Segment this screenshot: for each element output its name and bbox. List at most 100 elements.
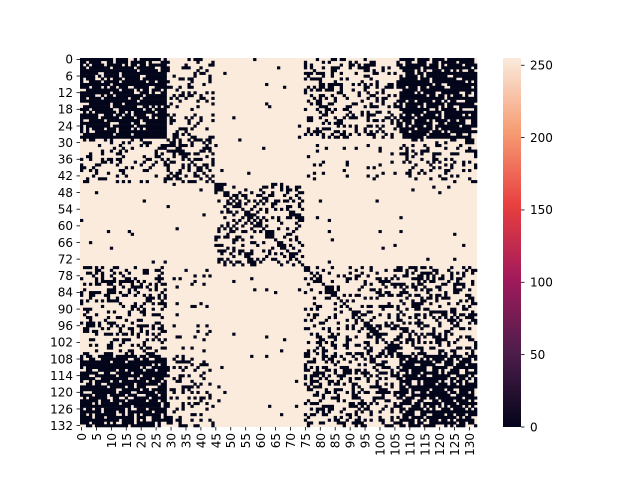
heatmap-cell-run	[100, 149, 105, 153]
heatmap-cell-run	[115, 152, 123, 156]
heatmap-cell-run	[414, 307, 421, 311]
heatmap-cell-run	[118, 85, 129, 89]
heatmap-cell-run	[396, 80, 430, 84]
heatmap-cell-run	[444, 316, 448, 320]
heatmap-cell-run	[435, 318, 439, 322]
heatmap-cell-run	[94, 332, 99, 336]
heatmap-cell-run	[420, 88, 478, 92]
heatmap-cell-run	[366, 144, 370, 148]
heatmap-cell-run	[354, 413, 358, 417]
heatmap-cell-run	[232, 332, 236, 336]
heatmap-cell-run	[285, 205, 293, 209]
heatmap-cell-run	[438, 94, 445, 98]
heatmap-cell-run	[136, 407, 146, 411]
heatmap-cell-run	[157, 368, 170, 372]
heatmap-cell-run	[91, 63, 105, 67]
heatmap-cell-run	[121, 379, 146, 383]
heatmap-cell-run	[232, 205, 242, 209]
heatmap-cell-run	[396, 318, 403, 322]
heatmap-cell-run	[432, 130, 442, 134]
heatmap-cell-run	[474, 85, 478, 89]
heatmap-cell-run	[279, 263, 284, 267]
y-tick-label: 96	[58, 319, 73, 333]
heatmap-cell-run	[321, 121, 326, 125]
heatmap-cell-run	[309, 63, 314, 67]
heatmap-cell-run	[256, 257, 260, 261]
heatmap-cell-run	[223, 227, 227, 231]
heatmap-cell-run	[202, 377, 206, 381]
heatmap-cell-run	[333, 96, 337, 100]
heatmap-cell-run	[142, 418, 146, 422]
heatmap-cell-run	[157, 332, 161, 336]
heatmap-cell-run	[106, 94, 114, 98]
heatmap-cell-run	[88, 241, 93, 245]
heatmap-cell-run	[309, 94, 314, 98]
heatmap-cell-run	[241, 224, 245, 228]
heatmap-cell-run	[151, 313, 161, 317]
heatmap-cell-run	[274, 291, 278, 295]
heatmap-cell-run	[459, 313, 466, 317]
heatmap-cell-run	[411, 368, 427, 372]
heatmap-cell-run	[187, 94, 194, 98]
heatmap-cell-run	[88, 413, 93, 417]
heatmap-cell-run	[256, 202, 260, 206]
heatmap-cell-run	[348, 132, 352, 136]
heatmap-cell-run	[300, 199, 305, 203]
heatmap-cell-run	[103, 410, 117, 414]
heatmap-cell-run	[384, 382, 388, 386]
heatmap-cell-run	[378, 163, 382, 167]
heatmap-cell-run	[193, 424, 200, 428]
heatmap-cell-run	[202, 338, 206, 342]
heatmap-cell-run	[160, 60, 170, 64]
heatmap-cell-run	[432, 399, 439, 403]
heatmap-cell-run	[121, 116, 135, 120]
heatmap-cell-run	[405, 149, 409, 153]
heatmap-cell-run	[321, 74, 326, 78]
heatmap-cell-run	[154, 268, 161, 272]
heatmap-cell-run	[85, 316, 93, 320]
heatmap-cell-run	[226, 246, 230, 250]
heatmap-cell-run	[327, 218, 332, 222]
heatmap-cell-run	[408, 293, 412, 297]
heatmap-cell-run	[148, 63, 167, 67]
heatmap-cell-run	[327, 260, 332, 264]
heatmap-cell-run	[229, 230, 236, 234]
heatmap-cell-run	[124, 174, 129, 178]
heatmap-cell-run	[411, 149, 415, 153]
heatmap-cell-run	[453, 69, 457, 73]
heatmap-cell-run	[447, 302, 451, 306]
heatmap-cell-run	[172, 152, 176, 156]
heatmap-cell-run	[163, 58, 167, 62]
heatmap-cell-run	[420, 413, 427, 417]
heatmap-cell-run	[378, 146, 382, 150]
heatmap-cell-run	[471, 310, 475, 314]
heatmap-cell-run	[80, 127, 84, 131]
heatmap-cell-run	[291, 263, 296, 267]
heatmap-cell-run	[80, 66, 87, 70]
heatmap-cell-run	[136, 418, 140, 422]
heatmap-cell-run	[366, 124, 373, 128]
heatmap-cell-run	[133, 266, 138, 270]
heatmap-cell-run	[432, 277, 436, 281]
heatmap-cell-run	[94, 271, 99, 275]
heatmap-cell-run	[363, 346, 367, 350]
heatmap-cell-run	[438, 166, 442, 170]
heatmap-cell-run	[88, 291, 102, 295]
heatmap-cell-run	[414, 288, 418, 292]
heatmap-cell-run	[435, 299, 439, 303]
heatmap-cell-run	[205, 127, 209, 131]
heatmap-cell-run	[306, 349, 311, 353]
heatmap-cell-run	[288, 257, 293, 261]
heatmap-cell-run	[109, 393, 126, 397]
x-tick-label: 40	[194, 433, 208, 448]
heatmap-cell-run	[265, 207, 269, 211]
heatmap-cell-run	[199, 399, 203, 403]
heatmap-cell-run	[151, 116, 155, 120]
y-tick-label: 120	[50, 386, 73, 400]
heatmap-cell-run	[80, 371, 99, 375]
heatmap-cell-run	[375, 174, 379, 178]
heatmap-cell-run	[354, 71, 358, 75]
heatmap-cell-run	[178, 168, 182, 173]
heatmap-cell-run	[402, 415, 409, 419]
